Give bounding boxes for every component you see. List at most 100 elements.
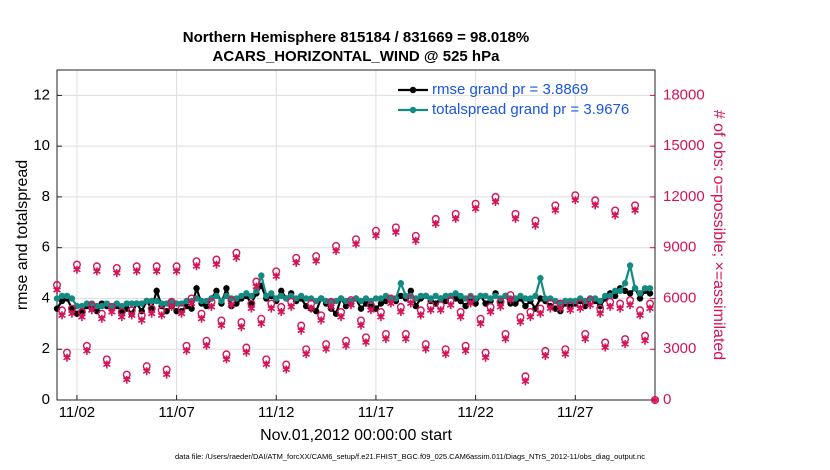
obs-assimilated-marker (277, 308, 286, 316)
obs-assimilated-marker (531, 221, 540, 230)
series-marker (53, 295, 61, 302)
series-marker (337, 295, 345, 302)
y2-tick-label: 15000 (663, 137, 705, 154)
obs-assimilated-marker (372, 231, 380, 240)
obs-assimilated-marker (626, 301, 634, 310)
obs-assimilated-marker (53, 286, 61, 294)
series-marker (626, 290, 634, 297)
series-marker (517, 292, 524, 300)
series-marker (128, 300, 135, 307)
series-marker (258, 272, 265, 279)
series-marker (557, 300, 564, 307)
series-marker (417, 292, 424, 300)
series-marker (462, 302, 469, 310)
obs-assimilated-marker (142, 367, 151, 376)
obs-assimilated-marker (611, 211, 619, 220)
series-marker (626, 262, 634, 269)
series-marker (263, 292, 270, 300)
obs-assimilated-marker (571, 196, 580, 205)
obs-assimilated-marker (476, 319, 485, 328)
obs-assimilated-marker (362, 338, 370, 347)
series-marker (621, 280, 629, 287)
legend: rmse grand pr = 3.8869 totalspread grand … (398, 81, 629, 118)
obs-assimilated-marker (446, 301, 455, 310)
obs-assimilated-marker (297, 326, 306, 335)
obs-assimilated-marker (102, 360, 111, 369)
series-marker (397, 280, 405, 287)
obs-assimilated-marker (466, 299, 475, 308)
obs-assimilated-marker (332, 247, 340, 256)
obs-assimilated-marker (112, 269, 121, 278)
series-marker (278, 287, 285, 295)
obs-assimilated-marker (302, 350, 311, 359)
legend-marker (409, 106, 417, 114)
obs-assimilated-marker (247, 304, 256, 313)
obs-assimilated-marker (536, 309, 545, 318)
obs-assimilated-marker (227, 301, 236, 310)
series-marker (601, 292, 609, 300)
obs-assimilated-marker (646, 304, 654, 313)
series-marker (268, 290, 275, 297)
obs-assimilated-marker (616, 304, 624, 313)
obs-assimilated-marker (411, 236, 420, 245)
series-marker (357, 305, 365, 312)
obs-assimilated-marker (117, 313, 126, 322)
obs-assimilated-marker (352, 240, 360, 249)
x-tick-label: 11/07 (158, 404, 194, 421)
obs-assimilated-marker (73, 265, 81, 274)
series-marker (522, 295, 529, 302)
obs-assimilated-marker (78, 313, 86, 322)
obs-assimilated-marker (172, 267, 181, 276)
obs-assimilated-marker (551, 206, 560, 215)
series-marker (492, 292, 499, 300)
obs-assimilated-marker (272, 272, 281, 281)
obs-assimilated-marker (107, 308, 116, 316)
y-axis-label: rmse and totalspread (14, 160, 31, 310)
obs-assimilated-marker (516, 318, 525, 327)
obs-assimilated-marker (317, 316, 325, 325)
y2-tick-label: 18000 (663, 86, 705, 103)
obs-assimilated-marker (401, 335, 410, 344)
obs-assimilated-marker (93, 267, 101, 276)
series-marker (412, 302, 419, 310)
obs-assimilated-marker (491, 198, 500, 206)
obs-assimilated-marker (606, 302, 615, 311)
series-marker (487, 295, 494, 302)
y2-tick-label: 6000 (663, 289, 696, 306)
footnote: data file: /Users/raeder/DAI/ATM_forcXX/… (175, 452, 645, 461)
obs-assimilated-marker (521, 377, 530, 386)
series-marker (357, 297, 365, 305)
obs-assimilated-marker (177, 309, 186, 318)
series-marker (278, 292, 285, 300)
y-tick-label: 8 (42, 188, 50, 205)
obs-assimilated-marker (501, 335, 510, 344)
series-marker (407, 287, 415, 295)
y2-axis-label: # of obs: o=possible; ×=assimilated (710, 110, 727, 360)
obs-assimilated-marker (242, 348, 251, 357)
y2-tick-label: 12000 (663, 188, 705, 205)
series-marker (143, 297, 150, 305)
series-marker (68, 305, 76, 312)
series-marker (312, 307, 320, 315)
obs-assimilated-marker (257, 319, 266, 328)
obs-assimilated-marker (461, 346, 470, 355)
series-marker (527, 295, 534, 302)
series-marker (457, 297, 464, 305)
series-marker (253, 287, 260, 295)
obs-assimilated-marker (122, 375, 131, 384)
obs-assimilated-marker (641, 336, 649, 345)
obs-assimilated-marker (312, 257, 320, 266)
series-marker (198, 297, 205, 305)
series-marker (646, 290, 654, 297)
series-3 (53, 196, 659, 404)
series-marker (223, 292, 230, 300)
y-tick-label: 10 (33, 137, 50, 154)
series-marker (243, 290, 250, 297)
y-tick-label: 0 (42, 391, 50, 408)
series-marker (407, 292, 415, 300)
series-marker (302, 295, 310, 302)
obs-assimilated-marker (481, 353, 490, 362)
obs-assimilated-marker (147, 309, 156, 318)
obs-assimilated-marker (441, 350, 450, 359)
obs-assimilated-marker (137, 316, 146, 325)
